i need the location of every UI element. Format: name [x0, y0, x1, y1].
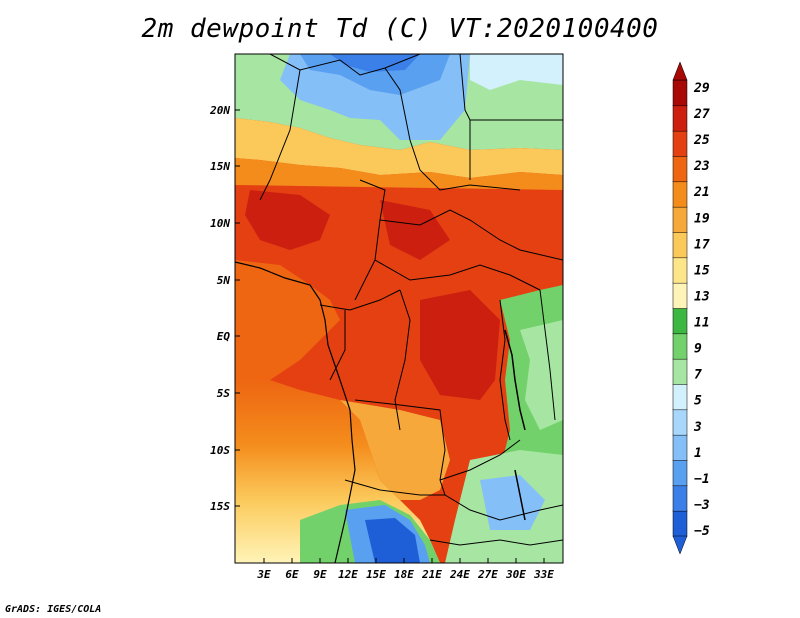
- colorbar-label: 29: [693, 81, 710, 96]
- colorbar-cell: [672, 130, 688, 157]
- lon-label: 15E: [366, 568, 386, 581]
- lat-label: 10N: [210, 217, 230, 230]
- lat-label: 5S: [217, 387, 231, 400]
- lon-label: 30E: [505, 568, 526, 581]
- lon-label: 18E: [394, 568, 414, 581]
- colorbar-cell: [672, 409, 688, 436]
- colorbar-cell: [672, 282, 688, 309]
- colorbar: 29 27 25 23 21 19 17 15 13 11 9 7 5 3 1 −1 −3 −5: [672, 61, 710, 555]
- colorbar-label: 13: [694, 289, 710, 304]
- lon-label: 24E: [449, 568, 470, 581]
- lake-malawi: [514, 469, 526, 521]
- field-lightgreen-east: [520, 320, 563, 430]
- lat-axis: 20N 15N 10N 5N EQ 5S 10S 15S: [209, 104, 240, 513]
- lon-label: 27E: [477, 568, 498, 581]
- lat-label: 5N: [217, 274, 231, 287]
- dewpoint-field: [235, 54, 563, 563]
- field-core-center: [380, 200, 450, 260]
- colorbar-cell: [672, 206, 688, 233]
- colorbar-label: 23: [693, 159, 710, 174]
- lon-label: 6E: [285, 568, 299, 581]
- lat-label: 20N: [209, 104, 230, 117]
- lon-label: 9E: [313, 568, 327, 581]
- footer-credit: GrADS: IGES/COLA: [5, 604, 102, 615]
- colorbar-label: 27: [693, 107, 710, 122]
- field-sahel-orange: [235, 158, 563, 190]
- colorbar-bottom-arrow: [672, 535, 688, 555]
- colorbar-cell: [672, 231, 688, 259]
- lon-label: 3E: [256, 568, 271, 581]
- lon-label: 21E: [421, 568, 442, 581]
- field-pale-northeast: [470, 54, 563, 90]
- colorbar-cell: [672, 485, 688, 512]
- colorbar-cell: [672, 79, 688, 107]
- lon-label: 33E: [533, 568, 554, 581]
- lat-label: 10S: [210, 444, 230, 457]
- colorbar-label: 3: [693, 420, 702, 435]
- colorbar-cell: [672, 257, 688, 284]
- colorbar-label: 21: [693, 185, 710, 200]
- field-core-congo: [420, 290, 500, 400]
- colorbar-cell: [672, 181, 688, 208]
- lat-label: EQ: [217, 330, 231, 343]
- lon-label: 12E: [338, 568, 358, 581]
- colorbar-cell: [672, 358, 688, 385]
- colorbar-cell: [672, 434, 688, 461]
- field-sahel-yellow: [235, 118, 563, 178]
- field-core-west: [245, 190, 330, 250]
- colorbar-label: −5: [694, 524, 710, 539]
- colorbar-label: 19: [694, 211, 710, 226]
- field-central-lightorange: [340, 400, 450, 500]
- colorbar-cell: [672, 333, 688, 360]
- colorbar-label: 11: [694, 316, 710, 331]
- colorbar-label: 25: [693, 133, 710, 148]
- coastline: [234, 261, 356, 564]
- rift-lakes: [504, 329, 526, 431]
- colorbar-label: −1: [694, 472, 710, 487]
- colorbar-label: −3: [694, 498, 710, 513]
- colorbar-label: 7: [694, 368, 702, 383]
- colorbar-cell: [672, 459, 688, 487]
- field-darkblue-southwest: [365, 518, 420, 563]
- colorbar-label: 9: [694, 342, 702, 357]
- colorbar-cell: [672, 383, 688, 411]
- colorbar-cell: [672, 307, 688, 335]
- chart-title: 2m dewpoint Td (C) VT:2020100400: [141, 14, 659, 44]
- colorbar-label: 5: [694, 394, 702, 409]
- field-blue-southeast: [480, 475, 545, 530]
- colorbar-label: 15: [694, 263, 710, 278]
- map-frame: [234, 53, 564, 564]
- field-darkblue-north: [330, 54, 420, 72]
- colorbar-label: 17: [694, 237, 710, 252]
- lat-label: 15N: [210, 160, 230, 173]
- colorbar-cell: [672, 155, 688, 183]
- lon-axis: 3E 6E 9E 12E 15E 18E 21E 24E 27E 30E 33E: [256, 558, 554, 581]
- colorbar-top-arrow: [672, 61, 688, 81]
- colorbar-cell: [672, 510, 688, 537]
- lat-label: 15S: [210, 500, 230, 513]
- colorbar-label: 1: [694, 446, 702, 461]
- field-blue-north: [300, 54, 450, 95]
- country-borders: [259, 54, 563, 546]
- colorbar-cell: [672, 105, 688, 132]
